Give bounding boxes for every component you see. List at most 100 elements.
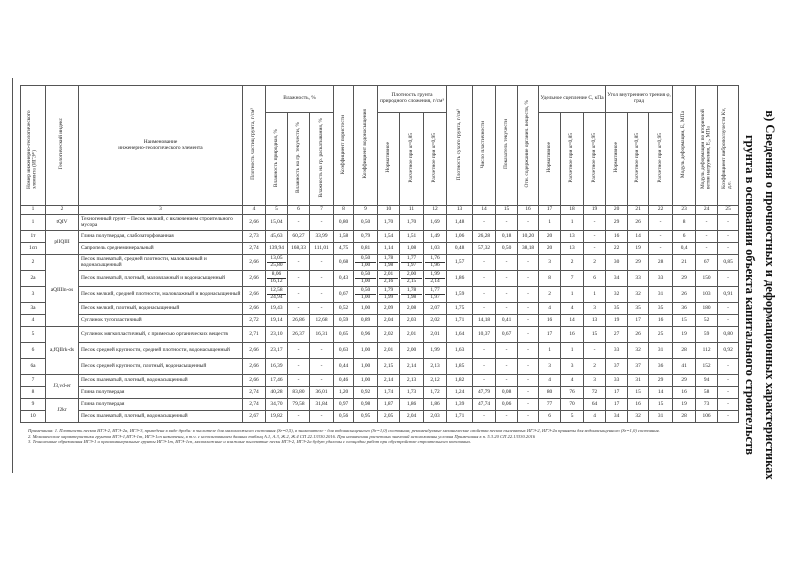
element-name: Глина полутвердая, слабозаторфованная	[78, 230, 243, 243]
table-row: 6а Песок средней крупности, плотный, водо…	[20, 358, 740, 375]
value-cell: 40,28	[265, 386, 288, 399]
table-row: 2 aQIIIln-os Песок пылеватый, средней плот…	[20, 254, 740, 327]
value-cell: -	[472, 302, 497, 315]
value-cell: 2,66	[242, 254, 266, 271]
value-cell: -	[495, 374, 519, 387]
value-cell: 2,08	[399, 302, 425, 315]
value-cell: 8	[538, 270, 562, 287]
geo-index: J2kr	[45, 398, 79, 423]
value-cell: -	[517, 270, 540, 287]
value-cell: 0,92	[353, 386, 379, 399]
value-cell: 0,85	[717, 254, 740, 271]
value-cell-fraction: 12,58 24,94	[265, 286, 288, 303]
value-cell: 139,94	[265, 242, 288, 255]
value-cell: 31	[648, 342, 674, 359]
value-cell: -	[308, 214, 335, 231]
value-cell: -	[583, 242, 607, 255]
header-cohesion-085: Расчетное при α=0,85	[560, 112, 585, 206]
value-cell: 1,00	[353, 358, 379, 375]
value-cell: 0,68	[333, 254, 355, 271]
value-cell: -	[717, 302, 740, 315]
header-plasticity: Число пластичности	[472, 85, 497, 206]
value-cell: 1,00	[353, 302, 379, 315]
value-cell: -	[287, 214, 310, 231]
value-cell: 33	[605, 374, 629, 387]
column-number: 23	[672, 205, 697, 215]
header-plastic-limit: Влажность на гр. раскатывания, %	[308, 112, 335, 206]
element-name: Суглинок мягкопластичный, с примесью орг…	[78, 326, 243, 343]
value-cell: 1,51	[399, 230, 425, 243]
header-geo-index: Геологический индекс	[45, 85, 79, 206]
value-cell: 64	[583, 398, 607, 411]
value-cell: -	[287, 270, 310, 287]
value-cell: 17	[627, 314, 650, 327]
value-cell: 1,20	[333, 386, 355, 399]
value-cell: 0,80	[717, 326, 740, 343]
value-cell: 5	[560, 410, 585, 423]
column-number: 1	[20, 205, 46, 215]
value-cell: 27	[605, 326, 629, 343]
value-cell: 13	[560, 242, 585, 255]
fraction-numerator: 1,77	[425, 288, 446, 295]
value-cell: 47,74	[472, 398, 497, 411]
value-cell: 168,33	[287, 242, 310, 255]
value-cell: 2,74	[242, 386, 266, 399]
value-cell: 0,92	[717, 342, 740, 359]
value-cell: -	[717, 386, 740, 399]
value-cell: 1,86	[423, 398, 448, 411]
value-cell: -	[495, 214, 519, 231]
value-cell: -	[308, 410, 335, 423]
value-cell: 106	[695, 410, 719, 423]
value-cell: 34	[605, 270, 629, 287]
fraction-numerator: 1,77	[401, 256, 423, 263]
value-cell: 2,01	[399, 326, 425, 343]
header-friction-085: Расчетное при α=0,85	[627, 112, 650, 206]
note-1: Примечания: 1. Плотность песков ИГЭ-2, И…	[28, 428, 660, 433]
column-number: 15	[495, 205, 519, 215]
value-cell: 2,66	[242, 286, 266, 303]
value-cell: 32	[605, 286, 629, 303]
value-cell: 16	[605, 230, 629, 243]
value-cell: -	[717, 410, 740, 423]
element-name: Суглинок тугопластичный	[78, 314, 243, 327]
value-cell: 1,74	[377, 386, 401, 399]
fraction-denominator: 1,98	[406, 294, 417, 300]
value-cell: -	[495, 358, 519, 375]
column-number: 21	[627, 205, 650, 215]
value-cell: -	[583, 230, 607, 243]
value-cell: 1,06	[446, 230, 474, 243]
soil-properties-table: Номер инженерно-геологического элемента …	[20, 85, 740, 423]
value-cell: 19,82	[265, 410, 288, 423]
fraction-numerator: 1,78	[379, 256, 399, 263]
value-cell: 59	[695, 326, 719, 343]
value-cell: -	[648, 230, 674, 243]
value-cell: 26,86	[287, 314, 310, 327]
value-cell: 16,39	[265, 358, 288, 375]
fraction-denominator: 1,98	[383, 262, 394, 268]
value-cell: 70	[560, 398, 585, 411]
fraction-numerator: 1,99	[425, 272, 446, 279]
value-cell: 10,20	[517, 230, 540, 243]
fraction-numerator: 8,06	[267, 272, 286, 279]
column-number: 6	[287, 205, 310, 215]
value-cell: 1,58	[333, 230, 355, 243]
element-name: Сапропель среднеминеральный	[78, 242, 243, 255]
fraction-denominator: 2,16	[383, 278, 394, 284]
value-cell: 32	[627, 342, 650, 359]
value-cell: 2,14	[399, 358, 425, 375]
header-deformation-modulus: Модуль деформации, Е, МПа	[672, 85, 697, 206]
value-cell: 1	[538, 214, 562, 231]
value-cell: 2,07	[423, 302, 448, 315]
value-cell: -	[517, 286, 540, 303]
column-number: 25	[717, 205, 740, 215]
header-moisture-group: Влажность, %	[264, 85, 335, 113]
value-cell: 0,67	[495, 326, 519, 343]
table-row: 8 Глина полутвердая 2,74 40,28 83,80 36,01 1,2…	[20, 386, 740, 399]
table-row: 10 Песок пылеватый, плотный, водонасыщенн…	[20, 410, 740, 423]
value-cell: -	[495, 254, 519, 271]
value-cell: 0,65	[333, 326, 355, 343]
value-cell: 35	[605, 302, 629, 315]
value-cell: -	[517, 214, 540, 231]
table-row: 1 tQIV Техногенный грунт – Песок мелкий, с…	[20, 214, 740, 231]
value-cell-fraction: 0,50 1,00	[353, 270, 379, 287]
